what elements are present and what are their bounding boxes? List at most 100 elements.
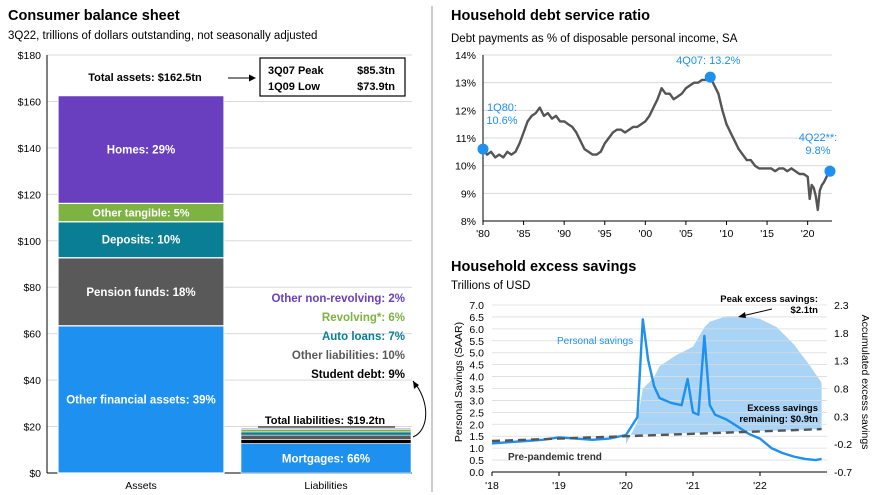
savings-x-tick-label: '19 xyxy=(552,480,566,492)
asset-segment-label: Other tangible: 5% xyxy=(92,208,189,220)
dsr-y-tick-label: 13% xyxy=(455,78,476,90)
dsr-x-tick-label: '15 xyxy=(760,228,774,240)
bs-y-tick-label: $100 xyxy=(18,236,42,248)
liability-legend-label: Student debt: 9% xyxy=(311,369,405,381)
bs-y-tick-label: $140 xyxy=(18,143,42,155)
dsr-title: Household debt service ratio xyxy=(451,8,650,24)
excess-remaining-value: remaining: $0.9tn xyxy=(739,414,818,425)
asset-segment-label: Pension funds: 18% xyxy=(86,287,195,299)
bs-y-tick-label: $80 xyxy=(23,282,41,294)
liability-bar-segment xyxy=(240,443,412,474)
balance-sheet-labels: Other financial assets: 39% Pension funds… xyxy=(66,145,405,466)
savings-y-tick-label: 6.5 xyxy=(469,312,484,324)
dsr-grid: 8% 9% 10% 11% 12% 13% 14% '80 '85 '90 '95 '00 '05 '10… xyxy=(455,50,832,240)
savings-y2-tick-label: 2.3 xyxy=(834,300,849,312)
savings-x-tick-label: '20 xyxy=(619,480,633,492)
savings-y-tick-label: 2.5 xyxy=(469,407,484,419)
dsr-annotation-label: 1Q80: xyxy=(487,102,517,114)
category-label-assets: Assets xyxy=(125,480,157,492)
savings-y-tick-label: 4.5 xyxy=(469,360,484,372)
bs-y-tick-label: $0 xyxy=(29,468,41,480)
dsr-y-tick-label: 12% xyxy=(455,105,476,117)
personal-savings-line xyxy=(491,318,822,462)
dsr-x-tick-label: '00 xyxy=(638,228,652,240)
peak-low-box xyxy=(259,57,406,97)
savings-y2-tick-label: -0.7 xyxy=(834,467,852,479)
balance-sheet-subtitle: 3Q22, trillions of dollars outstanding, … xyxy=(8,30,317,42)
savings-x-tick-label: '18 xyxy=(485,480,499,492)
savings-y2-axis-label: Accumulated excess savings xyxy=(859,315,871,450)
dsr-y-tick-label: 11% xyxy=(456,133,476,145)
dsr-line xyxy=(482,75,831,212)
peak-box-value-1: $73.9tn xyxy=(357,81,395,93)
savings-y-tick-label: 4.0 xyxy=(469,372,484,384)
liability-legend-label: Revolving*: 6% xyxy=(322,312,405,324)
savings-y-tick-label: 0.0 xyxy=(469,467,484,479)
liability-bar-segment xyxy=(240,431,412,436)
dsr-highlight-point xyxy=(704,71,716,83)
peak-box-name-1: 1Q09 Low xyxy=(268,81,320,93)
balance-sheet-bars xyxy=(57,95,412,474)
dsr-annotation-value: 10.6% xyxy=(486,115,517,127)
savings-y-tick-label: 3.0 xyxy=(469,395,484,407)
dsr-x-tick-label: '80 xyxy=(476,228,490,240)
peak-excess-arrowhead xyxy=(738,312,746,318)
asset-segment-label: Other financial assets: 39% xyxy=(66,394,216,406)
peak-excess-arrow xyxy=(741,308,773,317)
asset-bar-segment xyxy=(57,257,225,327)
savings-y2-tick-label: 0.3 xyxy=(834,411,849,423)
savings-y-tick-label: 2.0 xyxy=(469,419,484,431)
peak-excess-value: $2.1tn xyxy=(791,305,819,316)
liabilities-bracket-arrowhead xyxy=(413,381,419,389)
dsr-annotation-label: 4Q22**: xyxy=(799,132,838,144)
peak-box-name-0: 3Q07 Peak xyxy=(268,65,325,77)
pre-pandemic-trend-series-label: Pre-pandemic trend xyxy=(508,452,602,463)
total-liabilities-label: Total liabilities: $19.2tn xyxy=(265,415,385,427)
liability-bar-segment xyxy=(240,434,412,440)
dsr-annotation-label: 4Q07: 13.2% xyxy=(676,55,740,67)
asset-bar-segment xyxy=(57,325,225,474)
bs-y-tick-label: $60 xyxy=(23,329,41,341)
savings-y2-tick-label: 0.8 xyxy=(834,384,849,396)
savings-y-tick-label: 6.0 xyxy=(469,324,484,336)
savings-subtitle: Trillions of USD xyxy=(451,280,530,292)
asset-segment-label: Deposits: 10% xyxy=(102,235,181,247)
dsr-y-tick-label: 10% xyxy=(455,161,476,173)
savings-y-tick-label: 1.5 xyxy=(469,431,484,443)
asset-bar-segment xyxy=(57,221,225,259)
savings-grid: 0.00.51.01.52.02.53.03.54.04.55.05.56.06… xyxy=(469,300,852,492)
dsr-series xyxy=(482,75,831,212)
bs-y-tick-label: $160 xyxy=(18,96,42,108)
liability-legend-label: Other non-revolving: 2% xyxy=(271,293,405,305)
asset-segment-label: Homes: 29% xyxy=(107,145,175,157)
savings-title: Household excess savings xyxy=(451,259,636,275)
savings-y-tick-label: 5.0 xyxy=(469,348,484,360)
bs-y-tick-label: $180 xyxy=(18,50,42,62)
dsr-x-tick-label: '95 xyxy=(598,228,612,240)
personal-savings-series-label: Personal savings xyxy=(557,336,633,347)
bs-y-tick-label: $40 xyxy=(23,375,41,387)
savings-annotations: Personal savings Pre-pandemic trend Peak e… xyxy=(508,294,818,463)
dsr-y-tick-label: 9% xyxy=(461,188,476,200)
dsr-x-tick-label: '85 xyxy=(517,228,531,240)
dsr-x-tick-label: '20 xyxy=(801,228,815,240)
total-assets-arrowhead xyxy=(249,74,256,82)
savings-x-tick-label: '22 xyxy=(753,480,767,492)
peak-excess-label: Peak excess savings: xyxy=(720,294,818,305)
dsr-highlight-point xyxy=(477,143,489,155)
savings-y-tick-label: 7.0 xyxy=(469,300,484,312)
dsr-subtitle: Debt payments as % of disposable persona… xyxy=(451,33,738,45)
savings-y-axis-label: Personal Savings (SAAR) xyxy=(453,322,465,442)
liability-segment-label: Mortgages: 66% xyxy=(282,453,370,465)
dsr-x-tick-label: '90 xyxy=(557,228,571,240)
savings-y-tick-label: 1.0 xyxy=(469,443,484,455)
savings-y2-tick-label: 1.3 xyxy=(834,356,849,368)
asset-bar-segment xyxy=(57,95,225,204)
peak-box-value-0: $85.3tn xyxy=(357,65,395,77)
bs-y-tick-label: $120 xyxy=(18,189,42,201)
liability-bar-segment xyxy=(240,429,412,433)
liability-legend-label: Auto loans: 7% xyxy=(322,331,405,343)
dsr-y-tick-label: 8% xyxy=(461,216,476,228)
savings-y2-tick-label: 1.8 xyxy=(834,328,849,340)
